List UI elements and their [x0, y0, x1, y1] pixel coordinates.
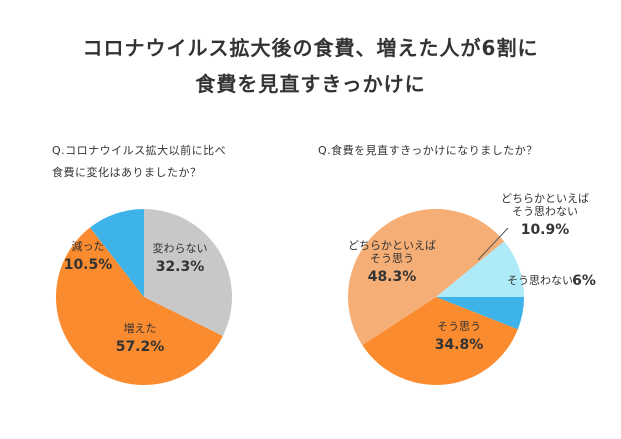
chart-1-slice-1	[144, 209, 232, 336]
chart-1-slice-3	[90, 209, 144, 297]
chart-2-slice-2-value: 34.8%	[435, 337, 484, 353]
chart-2-slice-2	[362, 297, 518, 385]
chart-2-slice-4-category-line-2: そう思わない	[512, 205, 578, 218]
chart-2-slice-4-leader-line	[477, 227, 509, 261]
chart-1-slice-3-value: 10.5%	[64, 257, 113, 273]
chart-1-question: Q.コロナウイルス拡大以前に比べ 食費に変化はありましたか？	[52, 140, 226, 184]
chart-2-slice-2-category-line-1: そう思う	[437, 320, 481, 333]
chart-1-slice-2	[55, 227, 223, 386]
headline-line-1: コロナウイルス拡大後の食費、増えた人が6割に	[82, 36, 539, 60]
chart-1-slice-3-label: 減った 10.5%	[64, 239, 113, 273]
chart-1-slice-1-category-line-1: 変わらない	[153, 241, 208, 255]
chart-1-slice-2-category-line-1: 増えた	[124, 322, 157, 335]
chart-1-slice-1-label: 変わらない 32.3%	[153, 241, 208, 275]
chart-2-slice-4-category-line-1: どちらかといえば	[501, 192, 589, 205]
chart-2-question: Q.食費を見直すきっかけになりましたか？	[318, 140, 538, 162]
chart-1-question-line-1: Q.コロナウイルス拡大以前に比べ	[52, 144, 227, 157]
chart-1-slice-3-category-line-1: 減った	[72, 239, 105, 253]
chart-2-slice-1-label: そう思わない 6%	[507, 273, 596, 289]
chart-2-slice-3-category-line-2: そう思う	[370, 252, 414, 265]
chart-1-question-line-2: 食費に変化はありましたか？	[52, 166, 202, 179]
chart-2-slice-1	[436, 297, 524, 330]
chart-2-question-line-1: Q.食費を見直すきっかけになりましたか？	[318, 144, 538, 157]
chart-2-slice-1-category: そう思わない	[507, 274, 573, 287]
headline-line-2: 食費を見直すきっかけに	[195, 72, 426, 96]
chart-2-slice-2-label: そう思う 34.8%	[435, 320, 484, 353]
chart-2-slice-3-value: 48.3%	[368, 269, 417, 285]
chart-1-slice-1-value: 32.3%	[156, 259, 205, 275]
chart-2-slice-1-value: 6%	[572, 273, 596, 289]
chart-1-slice-2-value: 57.2%	[116, 339, 165, 355]
chart-2-slice-3-category-line-1: どちらかといえば	[348, 239, 436, 252]
chart-2-slice-4-value: 10.9%	[521, 222, 570, 238]
chart-2-slice-4	[436, 241, 524, 297]
chart-2-slice-3	[347, 208, 505, 346]
chart-1-slice-2-label: 増えた 57.2%	[116, 322, 165, 355]
